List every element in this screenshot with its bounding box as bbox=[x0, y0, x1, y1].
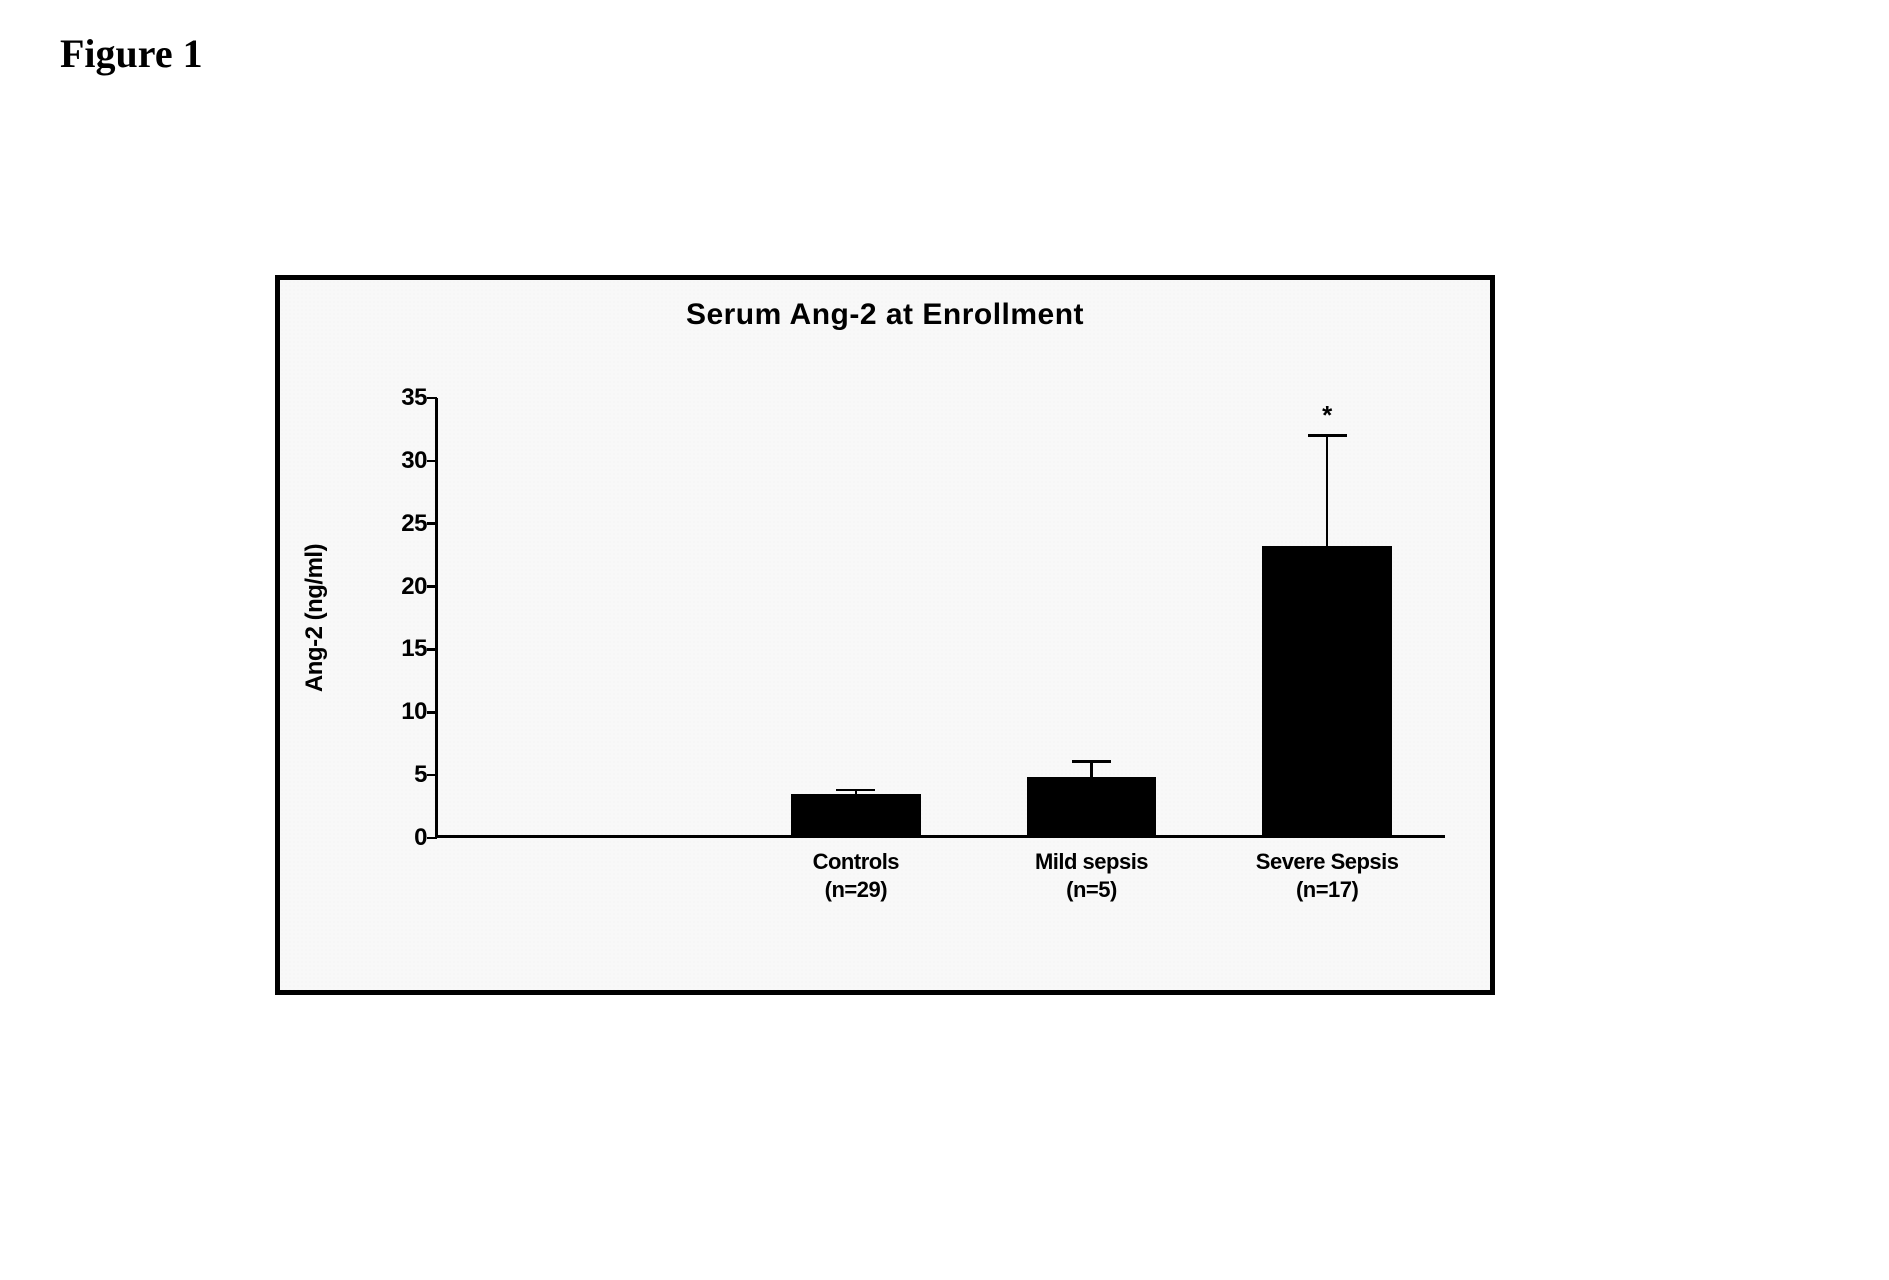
y-axis-title: Ang-2 (ng/ml) bbox=[301, 544, 329, 692]
bar bbox=[1262, 546, 1392, 835]
y-tick bbox=[427, 397, 437, 400]
y-tick-label: 10 bbox=[367, 698, 427, 726]
figure-caption: Figure 1 bbox=[60, 30, 203, 77]
y-tick bbox=[427, 648, 437, 651]
error-bar-cap bbox=[1072, 760, 1111, 763]
error-bar-cap bbox=[836, 789, 875, 792]
y-tick-label: 15 bbox=[367, 635, 427, 663]
plot-area: Ang-2 (ng/ml) 05101520253035Controls(n=2… bbox=[435, 398, 1445, 838]
y-tick-label: 20 bbox=[367, 573, 427, 601]
x-axis bbox=[435, 835, 1445, 838]
error-bar bbox=[1326, 436, 1329, 549]
y-tick bbox=[427, 522, 437, 525]
y-tick bbox=[427, 774, 437, 777]
category-label: Severe Sepsis bbox=[1256, 849, 1399, 874]
category-label: Mild sepsis bbox=[1035, 849, 1148, 874]
y-axis bbox=[435, 398, 438, 838]
error-bar-base-cap bbox=[836, 795, 875, 798]
chart-title: Serum Ang-2 at Enrollment bbox=[280, 298, 1490, 332]
error-bar-base-cap bbox=[1072, 779, 1111, 782]
category-label: Controls bbox=[813, 849, 899, 874]
x-tick-label: Severe Sepsis (n=17) bbox=[1256, 848, 1399, 903]
significance-mark: * bbox=[1322, 400, 1332, 431]
y-tick bbox=[427, 460, 437, 463]
category-n: (n=29) bbox=[825, 877, 887, 902]
error-bar bbox=[1090, 761, 1093, 780]
y-tick bbox=[427, 837, 437, 840]
x-tick-label: Controls (n=29) bbox=[813, 848, 899, 903]
x-tick-label: Mild sepsis (n=5) bbox=[1035, 848, 1148, 903]
error-bar-base-cap bbox=[1308, 548, 1347, 551]
bar bbox=[791, 794, 921, 835]
bar bbox=[1027, 777, 1157, 835]
y-tick bbox=[427, 711, 437, 714]
y-tick-label: 0 bbox=[367, 824, 427, 852]
category-n: (n=5) bbox=[1066, 877, 1117, 902]
category-n: (n=17) bbox=[1296, 877, 1358, 902]
chart-frame: Serum Ang-2 at Enrollment Ang-2 (ng/ml) … bbox=[275, 275, 1495, 995]
y-tick-label: 5 bbox=[367, 761, 427, 789]
y-tick-label: 30 bbox=[367, 447, 427, 475]
y-tick-label: 25 bbox=[367, 510, 427, 538]
y-tick bbox=[427, 585, 437, 588]
error-bar-cap bbox=[1308, 434, 1347, 437]
y-tick-label: 35 bbox=[367, 384, 427, 412]
